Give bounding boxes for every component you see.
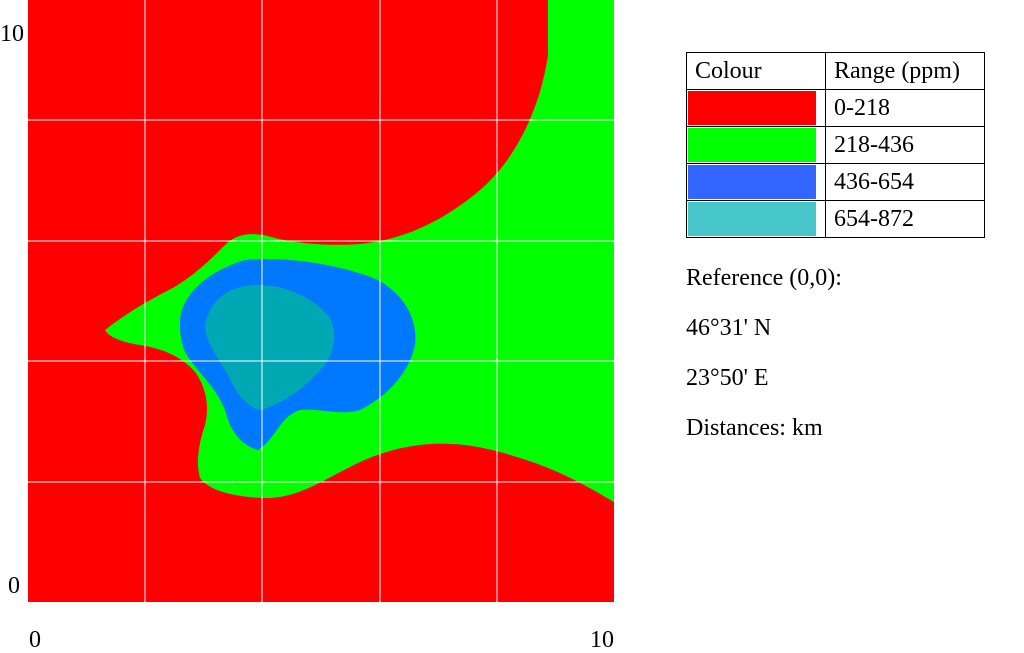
legend-swatch: [688, 165, 816, 199]
legend-row: 436-654: [686, 163, 985, 201]
distances-unit-text: Distances: km: [686, 415, 823, 441]
y-axis-min-label: 0: [8, 573, 20, 599]
legend-header-row: Colour Range (ppm): [686, 52, 985, 90]
y-axis-max-label: 10: [0, 21, 24, 47]
legend-row: 218-436: [686, 126, 985, 164]
legend-header-range: Range (ppm): [825, 52, 985, 90]
legend-swatch: [688, 128, 816, 162]
legend-range: 218-436: [825, 126, 985, 164]
longitude-text: 23°50' E: [686, 365, 769, 391]
legend-swatch: [688, 202, 816, 236]
legend-row: 0-218: [686, 89, 985, 127]
legend-swatch: [688, 91, 816, 125]
map-grid: [28, 0, 614, 602]
latitude-text: 46°31' N: [686, 315, 772, 341]
legend-range: 436-654: [825, 163, 985, 201]
zone-654-872: [205, 284, 335, 410]
legend-swatch-cell: [686, 89, 826, 127]
contour-map: [28, 0, 614, 602]
legend-swatch-cell: [686, 126, 826, 164]
legend-swatch-cell: [686, 200, 826, 238]
x-axis-max-label: 10: [590, 627, 614, 653]
legend-row: 654-872: [686, 200, 985, 238]
legend-range: 0-218: [825, 89, 985, 127]
x-axis-min-label: 0: [29, 627, 41, 653]
reference-label: Reference (0,0):: [686, 265, 842, 291]
legend-table: Colour Range (ppm) 0-218 218-436 436-654…: [686, 52, 985, 238]
legend-range: 654-872: [825, 200, 985, 238]
legend-swatch-cell: [686, 163, 826, 201]
legend-header-colour: Colour: [686, 52, 826, 90]
